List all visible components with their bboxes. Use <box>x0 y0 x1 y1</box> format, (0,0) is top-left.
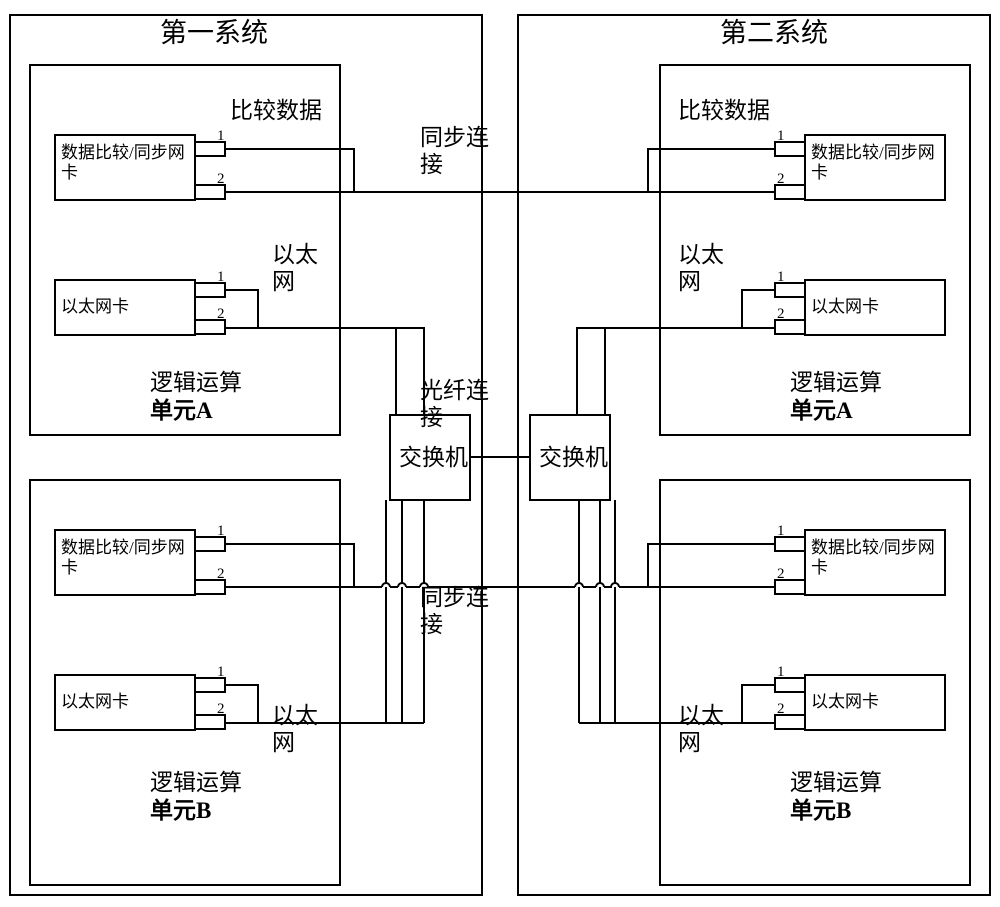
eth-la-2: 网 <box>272 269 295 294</box>
eth-lb-2: 网 <box>272 730 295 755</box>
data-compare-label1-L1A: 数据比较/同步网 <box>61 143 185 162</box>
eth-ra-2: 网 <box>678 269 701 294</box>
data-compare-label1-L1B: 数据比较/同步网 <box>61 538 185 557</box>
port-num-L1B-p3: 1 <box>217 664 225 680</box>
unit-a-r-2: 单元A <box>790 398 853 423</box>
fiber-2: 接 <box>420 405 443 430</box>
switch-label-0: 交换机 <box>399 445 468 470</box>
unit-a-l-2: 单元A <box>150 398 213 423</box>
port-num-L1B-p4: 2 <box>217 701 225 717</box>
diagram-svg: 第一系统第二系统数据比较/同步网卡以太网卡1212数据比较/同步网卡以太网卡12… <box>0 0 1000 907</box>
compare-data-right: 比较数据 <box>678 98 770 123</box>
unit-b-l-1: 逻辑运算 <box>150 770 242 795</box>
eth-rb-1: 以太 <box>678 703 724 728</box>
port-num-R2A-p3: 1 <box>777 269 785 285</box>
fiber-1: 光纤连 <box>420 378 489 403</box>
system2-title: 第二系统 <box>720 18 828 48</box>
port-num-R2B-p2: 2 <box>777 566 785 582</box>
hop-3 <box>575 583 583 587</box>
eth-rb-2: 网 <box>678 730 701 755</box>
port-num-R2B-p1: 1 <box>777 523 785 539</box>
sync-a-2: 接 <box>420 152 443 177</box>
port-num-L1A-p4: 2 <box>217 306 225 322</box>
data-compare-label1-R2A: 数据比较/同步网 <box>811 143 935 162</box>
system1-title: 第一系统 <box>160 18 268 48</box>
sync-b-2: 接 <box>420 612 443 637</box>
port-num-L1B-p2: 2 <box>217 566 225 582</box>
port-num-L1A-p1: 1 <box>217 128 225 144</box>
switch-label-1: 交换机 <box>539 445 608 470</box>
unit-b-r-1: 逻辑运算 <box>790 770 882 795</box>
port-num-R2A-p1: 1 <box>777 128 785 144</box>
sync-b-1: 同步连 <box>420 585 489 610</box>
data-compare-label2-L1B: 卡 <box>61 558 78 577</box>
hop-4 <box>596 583 604 587</box>
eth-card-label-R2B: 以太网卡 <box>811 692 879 711</box>
data-compare-label2-L1A: 卡 <box>61 163 78 182</box>
port-num-L1A-p3: 1 <box>217 269 225 285</box>
hop-5 <box>611 583 619 587</box>
hop-0 <box>382 583 390 587</box>
port-num-R2B-p3: 1 <box>777 664 785 680</box>
data-compare-label1-R2B: 数据比较/同步网 <box>811 538 935 557</box>
hop-1 <box>398 583 406 587</box>
data-compare-label2-R2B: 卡 <box>811 558 828 577</box>
eth-card-label-R2A: 以太网卡 <box>811 297 879 316</box>
eth-la-1: 以太 <box>272 242 318 267</box>
unit-a-l-1: 逻辑运算 <box>150 370 242 395</box>
eth-lb-1: 以太 <box>272 703 318 728</box>
data-compare-label2-R2A: 卡 <box>811 163 828 182</box>
unit-a-r-1: 逻辑运算 <box>790 370 882 395</box>
port-num-L1B-p1: 1 <box>217 523 225 539</box>
port-num-R2B-p4: 2 <box>777 701 785 717</box>
unit-b-l-2: 单元B <box>150 798 211 823</box>
eth-card-label-L1A: 以太网卡 <box>61 297 129 316</box>
eth-ra-1: 以太 <box>678 242 724 267</box>
sync-a-1: 同步连 <box>420 125 489 150</box>
port-num-R2A-p2: 2 <box>777 171 785 187</box>
eth-card-label-L1B: 以太网卡 <box>61 692 129 711</box>
unit-b-r-2: 单元B <box>790 798 851 823</box>
port-num-R2A-p4: 2 <box>777 306 785 322</box>
compare-data-left: 比较数据 <box>230 98 322 123</box>
port-num-L1A-p2: 2 <box>217 171 225 187</box>
